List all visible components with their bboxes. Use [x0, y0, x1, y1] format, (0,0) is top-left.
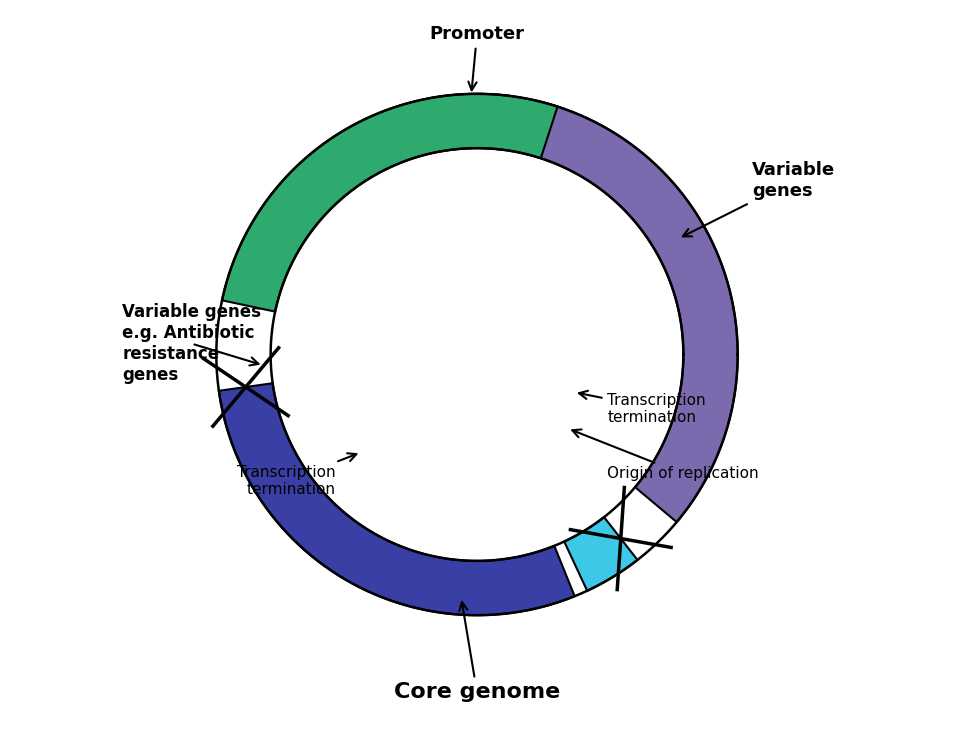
Text: Core genome: Core genome [394, 602, 559, 702]
Text: Promoter: Promoter [429, 25, 524, 90]
Text: Variable
genes: Variable genes [682, 162, 835, 236]
Polygon shape [216, 94, 737, 615]
Text: Transcription
termination: Transcription termination [578, 390, 705, 425]
Polygon shape [432, 94, 508, 151]
Polygon shape [519, 100, 737, 522]
Text: Origin of replication: Origin of replication [572, 430, 759, 481]
Polygon shape [563, 517, 637, 591]
Polygon shape [222, 94, 557, 311]
Text: Transcription
termination: Transcription termination [237, 453, 356, 497]
Polygon shape [218, 383, 574, 615]
Text: Variable genes
e.g. Antibiotic
resistance
genes: Variable genes e.g. Antibiotic resistanc… [122, 303, 261, 384]
